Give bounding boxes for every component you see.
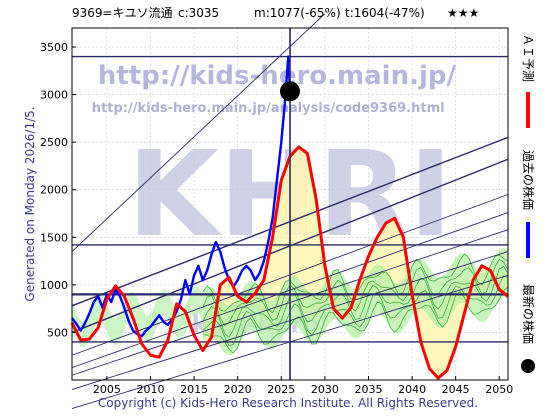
current-price-marker	[280, 28, 300, 380]
watermark-url: http://kids-hero.main.jp/	[98, 61, 457, 91]
x-axis-ticks: 2005 2010 2015 2020 2025 2030 2035 2040 2045 2050	[93, 376, 513, 396]
x-tick-label: 2025	[267, 383, 295, 396]
legend-label-ai-forecast: ＡＩ予測	[521, 34, 535, 82]
header-target-price: t:1604(-47%)	[345, 6, 425, 20]
x-tick-label: 2015	[180, 383, 208, 396]
header-min-price: m:1077(-65%)	[254, 6, 341, 20]
plot-frame	[71, 27, 509, 381]
legend-swatch-latest-price	[521, 359, 535, 373]
y-tick-label: 2000	[40, 184, 68, 197]
trend-line	[71, 13, 326, 252]
forecast-envelope	[202, 247, 509, 356]
header-code-name: 9369=キユソ流通	[72, 6, 173, 20]
legend-label-past-price: 過去の株価	[521, 150, 536, 210]
x-tick-label: 2010	[136, 383, 164, 396]
watermark-analysis-url: http://kids-hero.main.jp/analysis/code93…	[92, 101, 445, 116]
y-axis-ticks: 500 1000 1500 2000 2500 3000 3500	[40, 41, 76, 339]
x-tick-label: 2030	[311, 383, 339, 396]
forecast-band-line	[202, 275, 509, 347]
forecast-band-line	[202, 258, 509, 326]
x-tick-label: 2040	[398, 383, 426, 396]
x-tick-label: 2020	[224, 383, 252, 396]
generated-date-label: Generated on Monday 2026/1/5.	[23, 106, 37, 301]
forecast-band-line	[202, 265, 509, 338]
current-price-dot	[280, 81, 300, 102]
y-tick-label: 1500	[40, 231, 68, 244]
header-rating: ★★★	[447, 6, 479, 20]
chart-header: 9369=キユソ流通 c:3035 m:1077(-65%) t:1604(-4…	[72, 6, 479, 20]
y-tick-label: 3000	[40, 89, 68, 102]
x-tick-label: 2045	[442, 383, 470, 396]
x-tick-label: 2050	[485, 383, 513, 396]
y-tick-label: 2500	[40, 136, 68, 149]
y-tick-label: 3500	[40, 41, 68, 54]
legend-label-latest-price: 最新の株価	[521, 284, 536, 344]
copyright-footer: Copyright (c) Kids-Hero Research Institu…	[98, 396, 478, 410]
x-tick-label: 2035	[354, 383, 382, 396]
axes	[71, 27, 509, 381]
x-tick-label: 2005	[93, 383, 121, 396]
y-tick-label: 500	[47, 326, 68, 339]
header-current-price: c:3035	[178, 6, 219, 20]
y-tick-label: 1000	[40, 279, 68, 292]
